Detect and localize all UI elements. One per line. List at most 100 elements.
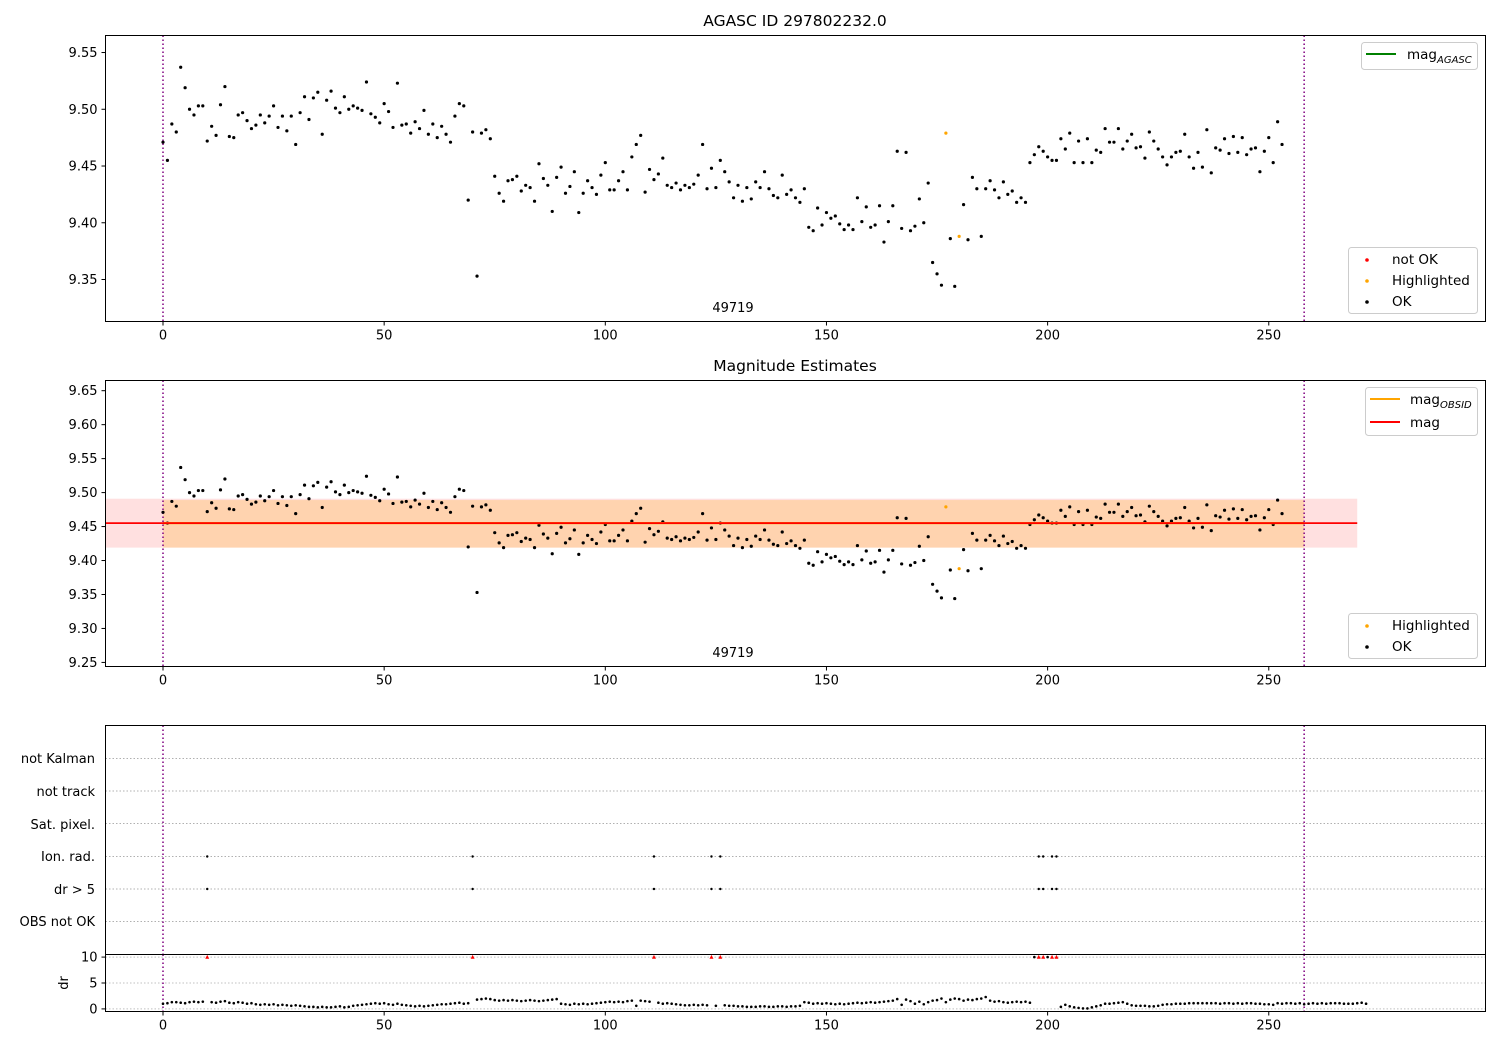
dr-point <box>462 1002 466 1006</box>
ok-point <box>1037 513 1041 517</box>
dr-point <box>1205 1001 1209 1005</box>
dr-point <box>940 997 943 1000</box>
dr-point <box>338 1005 342 1008</box>
ok-point <box>258 113 262 117</box>
ok-point <box>1068 505 1072 509</box>
ok-point <box>838 559 842 563</box>
ok-point <box>170 499 174 504</box>
ok-point <box>484 128 488 132</box>
dr-point <box>993 1000 996 1003</box>
dr-point <box>1068 1005 1072 1008</box>
y-tick-label: 10 <box>81 951 98 966</box>
ok-point <box>302 483 307 487</box>
ok-point <box>1276 498 1280 502</box>
ok-point <box>599 530 603 534</box>
flag-point <box>1037 855 1040 858</box>
ok-point <box>276 501 280 506</box>
ok-point <box>179 465 183 470</box>
dr-point <box>1072 1006 1076 1009</box>
ok-point <box>1262 516 1266 520</box>
ok-point <box>400 123 404 127</box>
ok-point <box>187 107 192 111</box>
ok-point <box>404 499 408 504</box>
ok-point <box>510 533 515 537</box>
ok-point <box>271 104 276 108</box>
x-tick-label: 100 <box>593 1019 618 1034</box>
ok-point <box>833 214 837 218</box>
ok-point <box>444 505 448 510</box>
ok-point <box>1125 510 1129 514</box>
dr-point <box>984 995 987 999</box>
ok-point <box>179 65 183 69</box>
ok-point <box>174 130 178 134</box>
ok-point <box>926 181 930 185</box>
dr-point <box>909 999 912 1003</box>
ok-point <box>970 175 975 179</box>
dr-point <box>1086 1007 1089 1010</box>
dr-point <box>639 999 642 1002</box>
dr-point <box>612 1000 616 1004</box>
agasc-panel: AGASC ID 297802232.0 0 50 100 150 200 250 9.35… <box>69 12 1486 344</box>
ok-point <box>630 155 634 159</box>
ok-point <box>621 170 625 174</box>
ok-point <box>223 477 227 481</box>
ok-point <box>705 187 709 191</box>
dr-point <box>1139 1004 1142 1008</box>
ok-point <box>1081 161 1085 165</box>
ok-point <box>506 179 510 183</box>
ok-point <box>581 191 585 195</box>
ok-point <box>391 125 395 130</box>
dr-point <box>904 998 908 1001</box>
ok-point <box>780 173 784 177</box>
ok-point <box>550 552 554 556</box>
ok-point <box>555 175 559 179</box>
ok-point <box>395 475 400 479</box>
dr-point <box>1028 1001 1032 1004</box>
ok-point <box>926 535 930 539</box>
ok-point <box>616 179 621 183</box>
ok-point <box>1147 130 1151 134</box>
dr-point <box>604 1000 607 1004</box>
ok-point <box>953 596 957 601</box>
ok-point <box>1076 139 1081 143</box>
ok-point <box>249 502 254 506</box>
ok-point <box>537 523 541 527</box>
flag-point <box>652 887 656 891</box>
ok-point <box>294 512 298 516</box>
dr-point <box>320 1005 324 1009</box>
dr-point <box>1209 1001 1213 1005</box>
ok-point <box>886 558 890 562</box>
dr-point <box>559 1002 563 1006</box>
ok-point <box>183 478 187 482</box>
ok-point <box>236 113 240 117</box>
ok-point <box>851 562 855 567</box>
dr-point <box>1324 1002 1328 1006</box>
dr-point <box>1320 1001 1324 1005</box>
ok-point <box>515 174 519 178</box>
ok-point <box>793 196 798 200</box>
x-tick-label: 250 <box>1256 674 1281 689</box>
dr-point <box>723 1003 727 1007</box>
x-tick-label: 150 <box>814 674 839 689</box>
dr-point <box>444 1002 448 1006</box>
dr-point <box>1249 1001 1253 1005</box>
ok-point <box>1205 503 1209 507</box>
ok-point <box>369 493 373 497</box>
magnitude-legend-bottom: Highlighted OK <box>1348 613 1478 659</box>
flag-point <box>719 855 722 858</box>
ok-point <box>1138 513 1143 517</box>
ok-point <box>670 185 674 190</box>
dr-point <box>842 1002 846 1006</box>
dr-point <box>851 1001 855 1005</box>
dr-point <box>643 999 647 1003</box>
ok-point <box>714 537 718 542</box>
magnitude-panel-points <box>161 380 1305 667</box>
ok-point <box>798 200 802 204</box>
dr-point <box>856 1001 859 1004</box>
ok-point <box>1183 505 1187 510</box>
ok-point <box>590 537 594 542</box>
ok-point <box>577 210 581 215</box>
ok-point <box>241 493 245 497</box>
ok-point <box>612 539 616 543</box>
ok-point <box>683 183 687 187</box>
